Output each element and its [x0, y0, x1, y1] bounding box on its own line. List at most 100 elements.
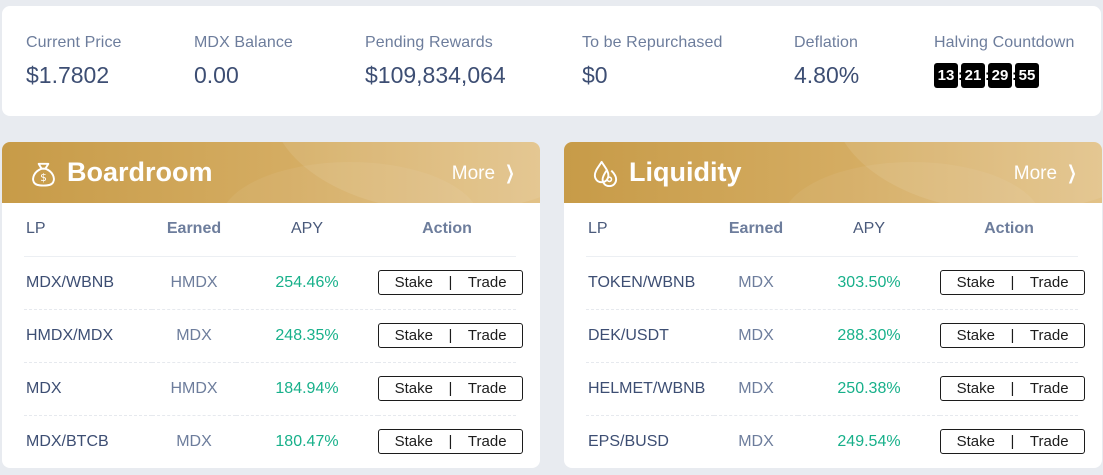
- stat-current-price: Current Price $1.7802: [26, 34, 122, 89]
- column-header-lp: LP: [24, 203, 152, 257]
- column-header-action: Action: [378, 203, 516, 257]
- trade-button[interactable]: Trade: [467, 274, 507, 291]
- action-divider: |: [1010, 433, 1015, 451]
- stake-button[interactable]: Stake: [956, 327, 995, 344]
- stat-to-be-repurchased: To be Repurchased $0: [582, 34, 722, 89]
- lp-pair: EPS/BUSD: [588, 432, 669, 450]
- apy-value: 250.38%: [798, 362, 940, 416]
- stat-label: Current Price: [26, 34, 122, 51]
- table-row: EPS/BUSD MDX 249.54% Stake | Trade: [586, 415, 1085, 468]
- panel-title: Liquidity: [629, 157, 742, 187]
- apy-value: 248.35%: [236, 309, 378, 363]
- lp-pair: HMDX/MDX: [24, 309, 152, 363]
- trade-button[interactable]: Trade: [1029, 433, 1069, 451]
- trade-button[interactable]: Trade: [467, 433, 507, 451]
- countdown-days: 13: [934, 62, 958, 88]
- trade-button[interactable]: Trade: [467, 327, 507, 344]
- action-group: Stake | Trade: [378, 376, 523, 401]
- chevron-right-icon: ❯: [505, 163, 515, 184]
- table-row: HMDX/MDX MDX 248.35% Stake | Trade: [24, 309, 523, 363]
- trade-button[interactable]: Trade: [1029, 380, 1069, 397]
- earned-token: MDX: [738, 432, 774, 450]
- column-header-lp: LP: [586, 203, 714, 257]
- column-header-action: Action: [940, 203, 1078, 257]
- liquidity-header: Liquidity More ❯: [564, 142, 1102, 203]
- action-group: Stake | Trade: [940, 323, 1085, 348]
- stat-label: Halving Countdown: [934, 34, 1075, 51]
- stat-label: Deflation: [794, 34, 859, 51]
- action-group: Stake | Trade: [940, 429, 1085, 455]
- stat-value: 4.80%: [794, 62, 860, 88]
- table-row: DEK/USDT MDX 288.30% Stake | Trade: [586, 309, 1085, 363]
- stake-button[interactable]: Stake: [956, 274, 995, 291]
- action-divider: |: [448, 274, 453, 291]
- trade-button[interactable]: Trade: [1029, 274, 1069, 291]
- liquidity-more-link[interactable]: More ❯: [1014, 162, 1080, 185]
- lp-pair: DEK/USDT: [586, 309, 714, 363]
- earned-token: MDX: [176, 432, 212, 450]
- lp-pair: TOKEN/WBNB: [586, 256, 714, 310]
- action-group: Stake | Trade: [378, 429, 523, 455]
- stat-value: $0: [582, 62, 608, 88]
- earned-token: MDX: [152, 309, 236, 363]
- boardroom-table: LP Earned APY Action MDX/WBNB HMDX 254.4…: [24, 203, 523, 468]
- panel-title: Boardroom: [67, 157, 213, 187]
- stat-deflation: Deflation 4.80%: [794, 34, 859, 89]
- stake-button[interactable]: Stake: [394, 274, 433, 291]
- action-cell: Stake | Trade: [940, 415, 1085, 468]
- trade-button[interactable]: Trade: [467, 380, 507, 397]
- action-divider: |: [448, 380, 453, 397]
- countdown-hours: 21: [961, 62, 985, 88]
- apy-value: 254.46%: [236, 256, 378, 310]
- earned-token: HMDX: [152, 362, 236, 416]
- liquidity-panel: Liquidity More ❯ LP Earned APY Action TO…: [564, 142, 1102, 468]
- stake-button[interactable]: Stake: [394, 380, 433, 397]
- table-row: TOKEN/WBNB MDX 303.50% Stake | Trade: [586, 256, 1085, 310]
- stake-button[interactable]: Stake: [956, 433, 995, 451]
- action-cell: Stake | Trade: [940, 362, 1085, 416]
- more-label: More: [451, 162, 496, 184]
- stake-button[interactable]: Stake: [394, 433, 433, 451]
- apy-value: 288.30%: [798, 309, 940, 363]
- table-row: HELMET/WBNB MDX 250.38% Stake | Trade: [586, 362, 1085, 416]
- boardroom-more-link[interactable]: More ❯: [452, 162, 518, 185]
- column-header-apy: APY: [236, 203, 378, 257]
- lp-pair: MDX: [24, 362, 152, 416]
- table-header-row: LP Earned APY Action: [586, 203, 1078, 257]
- lp-pair: MDX/BTCB: [26, 432, 109, 450]
- boardroom-header: $ Boardroom More ❯: [2, 142, 540, 203]
- action-divider: |: [1010, 327, 1015, 344]
- countdown-minutes: 29: [988, 62, 1012, 88]
- stake-button[interactable]: Stake: [956, 380, 995, 397]
- earned-token: MDX: [714, 362, 798, 416]
- action-cell: Stake | Trade: [378, 309, 523, 363]
- action-cell: Stake | Trade: [378, 362, 523, 416]
- chevron-right-icon: ❯: [1067, 163, 1077, 184]
- action-cell: Stake | Trade: [378, 415, 523, 468]
- column-header-earned: Earned: [152, 203, 236, 257]
- apy-value: 249.54%: [837, 432, 901, 450]
- table-row: MDX/BTCB MDX 180.47% Stake | Trade: [24, 415, 523, 468]
- stat-value: $109,834,064: [365, 62, 506, 88]
- stake-button[interactable]: Stake: [394, 327, 433, 344]
- action-cell: Stake | Trade: [940, 256, 1085, 310]
- apy-value: 180.47%: [275, 432, 339, 450]
- table-row: MDX/WBNB HMDX 254.46% Stake | Trade: [24, 256, 523, 310]
- liquidity-drop-icon: [593, 160, 618, 188]
- apy-value: 303.50%: [798, 256, 940, 310]
- lp-pair: MDX/WBNB: [24, 256, 152, 310]
- money-bag-icon: $: [32, 162, 55, 187]
- lp-pair: HELMET/WBNB: [586, 362, 714, 416]
- stat-pending-rewards: Pending Rewards $109,834,064: [365, 34, 506, 89]
- action-divider: |: [1010, 274, 1015, 291]
- countdown-separator: :: [1012, 67, 1017, 84]
- stat-label: Pending Rewards: [365, 34, 493, 51]
- stat-halving-countdown: Halving Countdown 13 : 21 : 29 : 55: [934, 34, 1074, 88]
- stats-card: Current Price $1.7802 MDX Balance 0.00 P…: [2, 6, 1101, 116]
- trade-button[interactable]: Trade: [1029, 327, 1069, 344]
- stat-value: $1.7802: [26, 62, 110, 88]
- more-label: More: [1013, 162, 1058, 184]
- action-group: Stake | Trade: [378, 323, 523, 348]
- earned-token: MDX: [714, 256, 798, 310]
- stat-mdx-balance: MDX Balance 0.00: [194, 34, 293, 89]
